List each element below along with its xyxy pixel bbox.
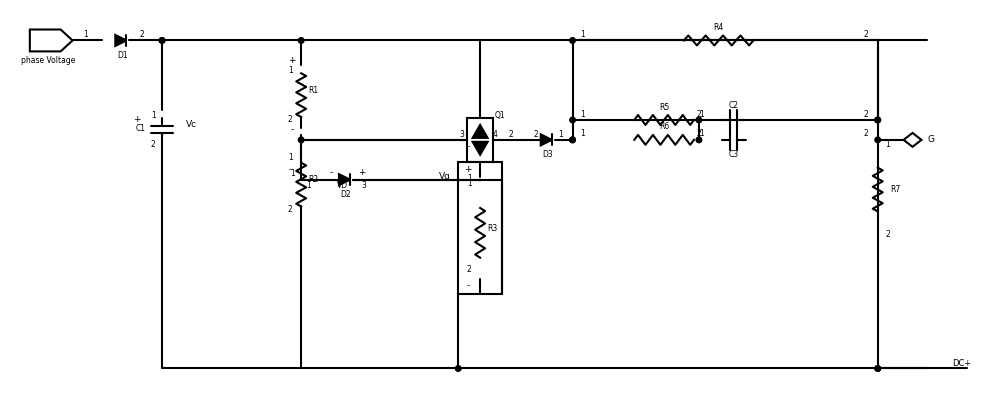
Text: -: - bbox=[329, 168, 333, 177]
Text: R3: R3 bbox=[487, 224, 497, 233]
Text: 4: 4 bbox=[493, 130, 497, 139]
Circle shape bbox=[455, 366, 461, 371]
Polygon shape bbox=[473, 125, 488, 138]
Text: -: - bbox=[467, 281, 470, 290]
Polygon shape bbox=[541, 134, 552, 145]
Circle shape bbox=[298, 38, 304, 43]
Text: DC+: DC+ bbox=[952, 359, 972, 368]
Circle shape bbox=[875, 366, 881, 371]
Text: 1: 1 bbox=[580, 129, 585, 138]
Text: -: - bbox=[289, 165, 292, 174]
Text: 1: 1 bbox=[558, 130, 563, 139]
Text: +: + bbox=[133, 115, 141, 124]
Text: 2: 2 bbox=[288, 205, 293, 214]
Text: Vc: Vc bbox=[186, 120, 197, 129]
Text: 1: 1 bbox=[700, 129, 704, 138]
Text: R6: R6 bbox=[659, 122, 669, 131]
Text: 2: 2 bbox=[863, 109, 868, 119]
Text: 3: 3 bbox=[361, 181, 366, 190]
Text: 1: 1 bbox=[151, 111, 155, 120]
Text: 3: 3 bbox=[460, 130, 465, 139]
Text: 2: 2 bbox=[697, 109, 701, 119]
Text: C3: C3 bbox=[729, 150, 739, 159]
Text: 2: 2 bbox=[863, 30, 868, 39]
Circle shape bbox=[696, 137, 702, 142]
Circle shape bbox=[570, 137, 575, 142]
Bar bbox=[467, 118, 493, 162]
Text: R7: R7 bbox=[890, 185, 901, 194]
Circle shape bbox=[696, 117, 702, 123]
Circle shape bbox=[159, 38, 165, 43]
Text: C2: C2 bbox=[729, 101, 739, 110]
Text: +: + bbox=[288, 56, 296, 65]
Text: R2: R2 bbox=[308, 175, 318, 184]
Text: phase Voltage: phase Voltage bbox=[21, 56, 75, 65]
Text: +: + bbox=[358, 168, 366, 177]
Circle shape bbox=[875, 366, 881, 371]
Text: 1: 1 bbox=[288, 153, 293, 162]
Text: G: G bbox=[927, 135, 934, 144]
Text: 2: 2 bbox=[509, 130, 513, 139]
Circle shape bbox=[570, 38, 575, 43]
Circle shape bbox=[875, 117, 881, 123]
Text: 2: 2 bbox=[151, 140, 155, 149]
Text: 2: 2 bbox=[863, 129, 868, 138]
Polygon shape bbox=[115, 35, 126, 46]
Text: Vg: Vg bbox=[439, 172, 451, 181]
Text: -: - bbox=[291, 125, 294, 134]
Text: 2: 2 bbox=[467, 265, 472, 274]
Text: C1: C1 bbox=[135, 124, 145, 133]
Bar bbox=[458, 162, 502, 294]
Circle shape bbox=[298, 137, 304, 142]
Text: 1: 1 bbox=[885, 140, 890, 149]
Text: 1: 1 bbox=[306, 181, 311, 190]
Polygon shape bbox=[339, 174, 350, 185]
Text: 1: 1 bbox=[467, 174, 472, 183]
Text: 2: 2 bbox=[885, 230, 890, 239]
Text: 2: 2 bbox=[533, 130, 538, 139]
Text: 2: 2 bbox=[140, 30, 145, 39]
Circle shape bbox=[875, 137, 881, 142]
Text: R4: R4 bbox=[714, 23, 724, 32]
Text: D1: D1 bbox=[117, 51, 128, 60]
Text: R5: R5 bbox=[659, 103, 669, 112]
Text: VD: VD bbox=[337, 181, 349, 190]
Circle shape bbox=[570, 117, 575, 123]
Text: -: - bbox=[467, 142, 470, 151]
Circle shape bbox=[159, 38, 165, 43]
Text: D2: D2 bbox=[341, 190, 351, 199]
Circle shape bbox=[570, 137, 575, 142]
Text: 2: 2 bbox=[697, 129, 701, 138]
Text: 1: 1 bbox=[290, 169, 295, 178]
Polygon shape bbox=[473, 142, 488, 155]
Text: R1: R1 bbox=[308, 86, 318, 95]
Circle shape bbox=[875, 117, 881, 123]
Text: 1: 1 bbox=[467, 179, 472, 188]
Text: Q1: Q1 bbox=[495, 111, 505, 120]
Text: 1: 1 bbox=[580, 30, 585, 39]
Text: D3: D3 bbox=[542, 150, 553, 159]
Text: 1: 1 bbox=[288, 66, 293, 75]
Text: 1: 1 bbox=[580, 109, 585, 119]
Text: 1: 1 bbox=[83, 30, 88, 39]
Text: 1: 1 bbox=[700, 109, 704, 119]
Text: +: + bbox=[464, 165, 472, 174]
Text: 2: 2 bbox=[288, 115, 293, 124]
